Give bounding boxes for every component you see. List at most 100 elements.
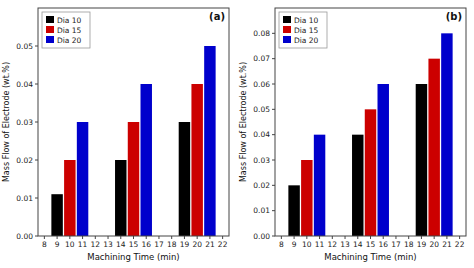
bar xyxy=(191,84,202,236)
x-tick-label: 14 xyxy=(116,240,126,249)
y-tick-label: 0.07 xyxy=(253,54,270,63)
x-tick xyxy=(133,236,134,239)
plot-frame xyxy=(38,8,229,236)
x-tick-label: 22 xyxy=(455,240,465,249)
x-tick xyxy=(332,236,333,239)
bar xyxy=(179,122,190,236)
bar xyxy=(428,59,439,236)
legend-swatch xyxy=(46,16,54,23)
y-tick-label: 0.03 xyxy=(16,118,33,127)
x-tick-label: 9 xyxy=(292,240,297,249)
x-tick xyxy=(306,236,307,239)
x-tick-label: 18 xyxy=(167,240,177,249)
legend: Dia 10Dia 15Dia 20 xyxy=(42,12,90,48)
x-tick-label: 21 xyxy=(205,240,215,249)
x-tick-label: 8 xyxy=(279,240,284,249)
legend-swatch xyxy=(46,26,54,33)
x-axis-label: Machining Time (min) xyxy=(324,252,416,262)
bar xyxy=(365,109,376,236)
y-tick-label: 0.04 xyxy=(16,80,33,89)
bar xyxy=(314,135,325,236)
y-tick-label: 0.03 xyxy=(253,156,270,165)
x-tick-label: 8 xyxy=(42,240,47,249)
plot-area xyxy=(275,8,466,236)
legend-box xyxy=(279,12,327,48)
bar xyxy=(141,84,152,236)
x-tick xyxy=(383,236,384,239)
x-tick xyxy=(57,236,58,239)
x-tick-label: 17 xyxy=(391,240,401,249)
y-tick xyxy=(272,109,275,110)
y-tick xyxy=(272,58,275,59)
plot-frame xyxy=(275,8,466,236)
y-tick-label: 0.08 xyxy=(253,29,270,38)
x-tick xyxy=(44,236,45,239)
bar xyxy=(378,84,389,236)
y-tick-label: 0.05 xyxy=(253,105,270,114)
x-tick xyxy=(421,236,422,239)
y-tick xyxy=(272,33,275,34)
y-tick xyxy=(272,160,275,161)
x-tick-label: 20 xyxy=(192,240,202,249)
x-tick xyxy=(459,236,460,239)
x-tick xyxy=(209,236,210,239)
x-tick-label: 19 xyxy=(180,240,190,249)
y-tick xyxy=(35,160,38,161)
y-tick-label: 0.01 xyxy=(253,206,270,215)
legend-label: Dia 15 xyxy=(294,26,319,35)
x-tick xyxy=(319,236,320,239)
x-tick xyxy=(82,236,83,239)
bar xyxy=(352,135,363,236)
x-tick xyxy=(108,236,109,239)
x-tick-label: 11 xyxy=(315,240,325,249)
x-tick xyxy=(184,236,185,239)
x-tick xyxy=(434,236,435,239)
x-tick xyxy=(222,236,223,239)
legend-swatch xyxy=(46,36,54,43)
x-tick xyxy=(408,236,409,239)
y-axis-label: Mass Flow of Electrode (wt.%) xyxy=(239,62,248,182)
x-tick xyxy=(146,236,147,239)
y-tick xyxy=(35,198,38,199)
x-tick-label: 11 xyxy=(78,240,88,249)
y-tick-label: 0.02 xyxy=(253,181,270,190)
x-axis-label: Machining Time (min) xyxy=(87,252,179,262)
bar xyxy=(204,46,215,236)
y-tick-label: 0.00 xyxy=(16,232,33,241)
x-tick xyxy=(357,236,358,239)
y-tick-label: 0.01 xyxy=(16,194,33,203)
bar xyxy=(441,33,452,236)
bar xyxy=(128,122,139,236)
y-tick xyxy=(35,46,38,47)
x-tick xyxy=(294,236,295,239)
y-tick-label: 0.04 xyxy=(253,130,270,139)
x-tick xyxy=(197,236,198,239)
panel-label: (b) xyxy=(446,11,462,22)
y-tick-label: 0.06 xyxy=(253,80,270,89)
x-tick xyxy=(395,236,396,239)
x-tick xyxy=(120,236,121,239)
x-tick xyxy=(345,236,346,239)
legend-label: Dia 15 xyxy=(57,26,82,35)
x-tick-label: 10 xyxy=(65,240,75,249)
bar xyxy=(51,194,62,236)
x-tick-label: 10 xyxy=(302,240,312,249)
x-tick-label: 12 xyxy=(328,240,338,249)
bar xyxy=(301,160,312,236)
x-tick-label: 15 xyxy=(366,240,376,249)
y-tick-label: 0.00 xyxy=(253,232,270,241)
legend-swatch xyxy=(283,36,291,43)
x-tick xyxy=(69,236,70,239)
chart: 89101112131415161718192021220.000.010.02… xyxy=(2,8,229,262)
x-tick-label: 22 xyxy=(218,240,228,249)
bar xyxy=(77,122,88,236)
y-tick xyxy=(272,84,275,85)
x-tick xyxy=(446,236,447,239)
legend-swatch xyxy=(283,26,291,33)
x-tick xyxy=(370,236,371,239)
y-tick-label: 0.02 xyxy=(16,156,33,165)
x-tick xyxy=(158,236,159,239)
x-tick-label: 21 xyxy=(442,240,452,249)
figure: 89101112131415161718192021220.000.010.02… xyxy=(0,0,474,268)
legend-label: Dia 20 xyxy=(294,36,319,45)
